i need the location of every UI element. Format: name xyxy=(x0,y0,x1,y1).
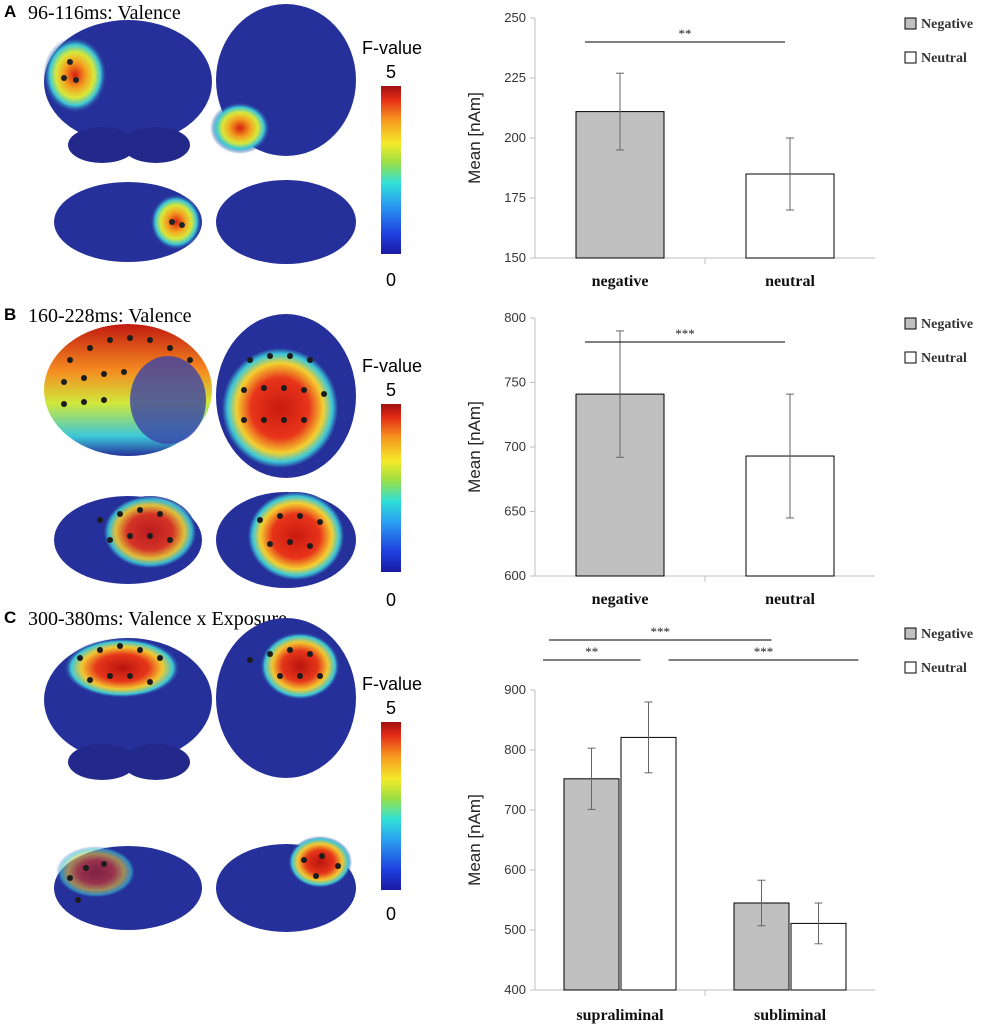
fvalue-min-c: 0 xyxy=(386,904,397,924)
brain-top-view-c xyxy=(216,618,356,778)
colorbar-c xyxy=(381,722,401,890)
y-axis-label: Mean [nAm] xyxy=(465,92,484,184)
brain-top-view-a xyxy=(210,4,356,156)
y-tick-label: 800 xyxy=(504,310,526,325)
y-axis-label: Mean [nAm] xyxy=(465,794,484,886)
bar-chart-b: 600 650 700 750 800 Mean [nAm] negative neutral… xyxy=(465,310,973,608)
legend-label-negative: Negative xyxy=(921,17,973,32)
fvalue-min-a: 0 xyxy=(386,270,397,290)
brain-top-view-b xyxy=(216,314,356,478)
y-tick-label: 150 xyxy=(504,250,526,265)
electrode-dots-b xyxy=(61,335,327,549)
y-tick-label: 700 xyxy=(504,439,526,454)
brain-left-view-b xyxy=(54,496,202,584)
fvalue-min-b: 0 xyxy=(386,590,397,610)
significance-label: *** xyxy=(754,644,774,659)
fvalue-max-c: 5 xyxy=(386,698,397,718)
bar-negative xyxy=(563,778,620,991)
significance-label: *** xyxy=(651,624,671,639)
y-axis-label: Mean [nAm] xyxy=(465,401,484,493)
colorbar-b xyxy=(381,404,401,572)
brain-maps-b xyxy=(44,314,356,588)
brain-front-view-b xyxy=(44,324,212,456)
legend-label-negative: Negative xyxy=(921,627,973,642)
bar-neutral xyxy=(620,736,677,991)
brain-maps-c xyxy=(44,618,356,932)
legend-label-neutral: Neutral xyxy=(921,351,967,366)
y-tick-label: 225 xyxy=(504,70,526,85)
category-label: supraliminal xyxy=(576,1007,664,1024)
y-tick-label: 900 xyxy=(504,682,526,697)
panel-letter-c: C xyxy=(4,608,17,627)
panel-title-b: 160-228ms: Valence xyxy=(28,305,192,327)
y-tick-label: 600 xyxy=(504,568,526,583)
category-label: neutral xyxy=(765,273,815,290)
legend-swatch-neutral xyxy=(904,351,917,364)
y-tick-label: 500 xyxy=(504,922,526,937)
category-label: negative xyxy=(592,591,649,608)
brain-front-view-c xyxy=(44,638,212,780)
significance-label: *** xyxy=(675,326,695,341)
y-tick-label: 200 xyxy=(504,130,526,145)
panel-title-c: 300-380ms: Valence x Exposure xyxy=(28,608,288,630)
brain-maps-a xyxy=(43,4,356,264)
brain-left-view-a xyxy=(54,182,202,262)
bar-chart-a: 150 175 200 225 250 Mean [nAm] negative neutral… xyxy=(465,10,973,290)
legend-swatch-neutral xyxy=(904,661,917,674)
y-tick-label: 700 xyxy=(504,802,526,817)
panel-letter-b: B xyxy=(4,305,17,324)
fvalue-label-b: F-value xyxy=(362,356,423,376)
significance-label: ** xyxy=(679,26,692,41)
legend-label-neutral: Neutral xyxy=(921,661,967,676)
category-label: subliminal xyxy=(754,1007,827,1024)
panel-letter-a: A xyxy=(4,2,17,21)
y-tick-label: 650 xyxy=(504,504,526,519)
brain-left-view-c xyxy=(54,846,202,930)
brain-front-view-a xyxy=(43,20,212,163)
legend-label-neutral: Neutral xyxy=(921,51,967,66)
legend-swatch-negative xyxy=(904,17,917,30)
fvalue-max-a: 5 xyxy=(386,62,397,82)
bar-chart-c: 400 500 600 700 800 900 Mean [nAm] supraliminal… xyxy=(465,624,973,1024)
category-label: neutral xyxy=(765,591,815,608)
legend-swatch-negative xyxy=(904,627,917,640)
panel-title-a: 96-116ms: Valence xyxy=(28,2,181,24)
fvalue-label-a: F-value xyxy=(362,38,423,58)
y-tick-label: 750 xyxy=(504,375,526,390)
y-tick-label: 175 xyxy=(504,190,526,205)
category-label: negative xyxy=(592,273,649,290)
brain-right-view-a xyxy=(216,180,356,264)
brain-right-view-c xyxy=(216,836,356,932)
fvalue-label-c: F-value xyxy=(362,674,423,694)
y-tick-label: 800 xyxy=(504,742,526,757)
y-tick-label: 400 xyxy=(504,982,526,997)
legend-label-negative: Negative xyxy=(921,317,973,332)
legend-swatch-negative xyxy=(904,317,917,330)
significance-label: ** xyxy=(585,644,598,659)
y-tick-label: 600 xyxy=(504,862,526,877)
legend-swatch-neutral xyxy=(904,51,917,64)
fvalue-max-b: 5 xyxy=(386,380,397,400)
electrode-dots-c xyxy=(67,643,341,903)
brain-right-view-b xyxy=(216,492,356,588)
y-tick-label: 250 xyxy=(504,10,526,25)
colorbar-a xyxy=(381,86,401,254)
